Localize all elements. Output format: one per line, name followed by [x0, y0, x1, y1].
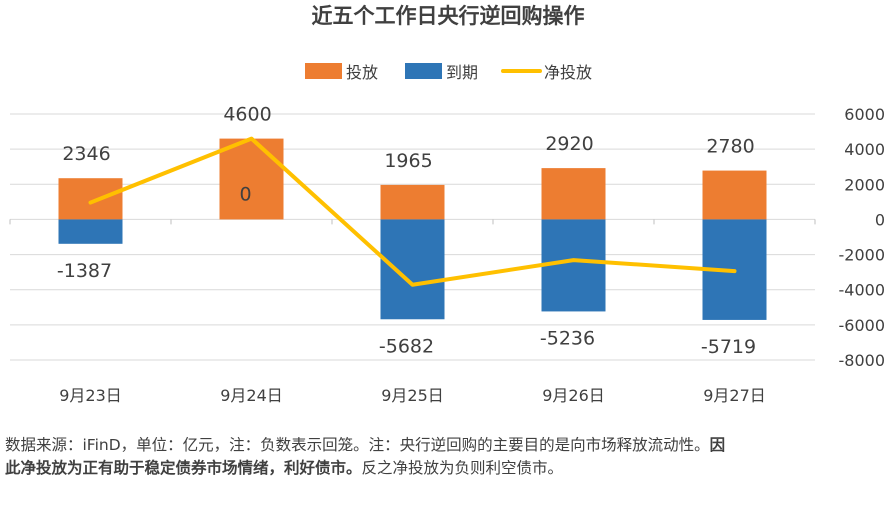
data-label-bottom: 0 [239, 183, 251, 205]
bar-到期 [541, 219, 606, 312]
chart-title: 近五个工作日央行逆回购操作 [312, 4, 585, 28]
legend: 投放 到期 净投放 [305, 63, 592, 82]
x-tick-label: 9月24日 [220, 386, 283, 405]
y-tick-label: -6000 [839, 316, 886, 335]
y-tick-label: 2000 [844, 175, 885, 194]
note-bold-text: 因此净投放为正有助于稳定债券市场情绪，利好债市。 [5, 436, 726, 477]
bars [58, 138, 767, 320]
legend-swatch [405, 63, 442, 79]
bar-到期 [58, 219, 123, 244]
data-label-bottom: -5719 [701, 336, 756, 358]
legend-swatch [305, 63, 342, 79]
y-tick-label: -8000 [839, 351, 886, 370]
x-tick-label: 9月23日 [59, 386, 122, 405]
data-labels: 2346 4600 1965 2920 2780 -1387 0 -5682 -5236 -571… [57, 104, 756, 358]
bar-投放 [58, 178, 123, 220]
bar-投放 [702, 170, 767, 220]
data-label-top: 1965 [384, 150, 432, 172]
bar-到期 [380, 219, 445, 320]
data-label-top: 2780 [706, 136, 754, 158]
y-tick-label: 0 [875, 210, 885, 229]
note-text-1: 数据来源：iFinD，单位：亿元，注：负数表示回笼。注：央行逆回购的主要目的是向… [5, 436, 710, 454]
legend-label: 投放 [346, 63, 378, 82]
y-tick-label: -4000 [839, 281, 886, 300]
data-label-bottom: -5682 [379, 335, 434, 357]
data-label-top: 2920 [545, 133, 593, 155]
y-axis: 6000 4000 2000 0 -2000 -4000 -6000 -8000 [839, 105, 886, 370]
bar-投放 [541, 168, 606, 220]
bar-投放 [219, 138, 284, 220]
x-tick-label: 9月26日 [542, 386, 605, 405]
y-tick-label: 6000 [844, 105, 885, 124]
net-line-path [88, 136, 737, 287]
legend-label: 净投放 [544, 63, 592, 82]
data-label-bottom: -1387 [57, 260, 112, 282]
y-tick-label: -2000 [839, 246, 886, 265]
bar-投放 [380, 184, 445, 220]
x-tick-label: 9月25日 [381, 386, 444, 405]
x-axis: 9月23日 9月24日 9月25日 9月26日 9月27日 [59, 386, 766, 405]
y-tick-label: 4000 [844, 140, 885, 159]
chart: 近五个工作日央行逆回购操作 投放 到期 净投放 6000 4000 2000 0 -2000… [9, 4, 886, 405]
note-text-2: 反之净投放为负则利空债市。 [361, 459, 564, 477]
data-label-top: 2346 [62, 143, 110, 165]
net-line [88, 136, 737, 287]
x-tick-label: 9月27日 [703, 386, 766, 405]
data-label-top: 4600 [223, 104, 271, 126]
data-label-bottom: -5236 [540, 327, 595, 349]
source-note: 数据来源：iFinD，单位：亿元，注：负数表示回笼。注：央行逆回购的主要目的是向… [5, 434, 735, 480]
legend-label: 到期 [446, 63, 478, 82]
